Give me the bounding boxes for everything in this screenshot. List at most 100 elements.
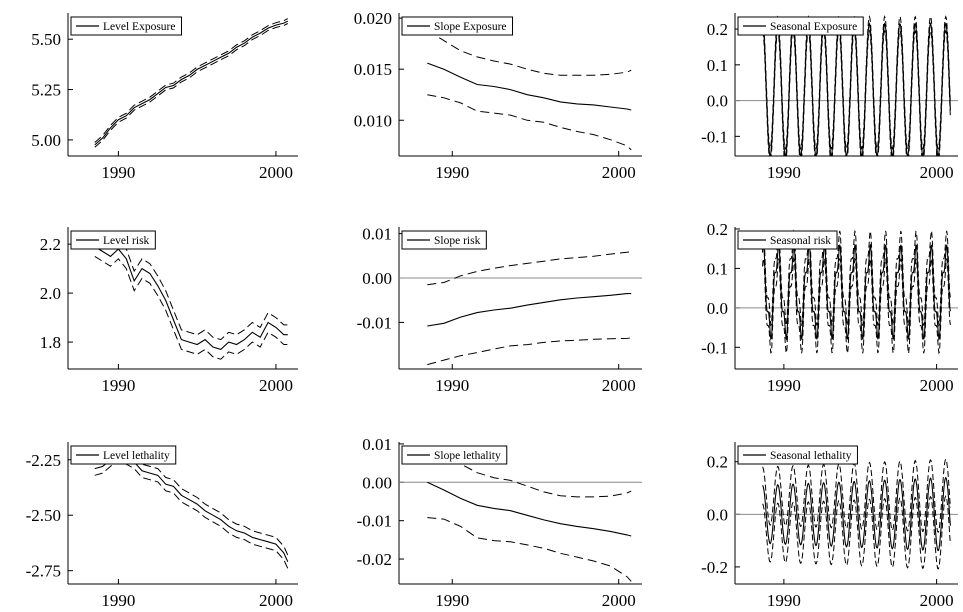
series-line	[427, 293, 632, 327]
legend: Seasonal lethality	[737, 445, 858, 465]
lower-band-line	[762, 256, 951, 355]
plot-area	[735, 15, 958, 156]
legend-label: Level lethality	[103, 450, 170, 462]
legend-box	[401, 16, 514, 36]
x-tick-label: 2000	[602, 163, 636, 182]
plot-area	[399, 250, 642, 366]
y-tick-label: 0.01	[362, 435, 392, 454]
legend-box	[401, 445, 508, 465]
upper-band-line	[427, 445, 632, 498]
lower-band-line	[94, 255, 288, 360]
plot-area	[427, 29, 632, 151]
x-tick-label: 2000	[920, 376, 954, 395]
x-tick-label: 2000	[259, 376, 293, 395]
x-tick-label: 1990	[101, 591, 135, 610]
y-tick-label: -0.01	[357, 512, 392, 531]
x-tick-label: 2000	[259, 163, 293, 182]
x-tick-label: 2000	[259, 591, 293, 610]
lower-band-line	[762, 495, 951, 570]
y-tick-label: 0.2	[707, 220, 728, 239]
y-tick-label: 0.0	[707, 92, 728, 111]
legend-box	[737, 230, 838, 250]
y-tick-label: 5.50	[31, 30, 61, 49]
plot-area	[399, 445, 642, 582]
y-tick-label: 0.2	[707, 453, 728, 472]
y-tick-label: -2.75	[26, 562, 61, 581]
series-line	[427, 481, 632, 537]
x-tick-label: 1990	[101, 376, 135, 395]
x-tick-label: 1990	[435, 163, 469, 182]
legend-box	[70, 445, 177, 465]
upper-band-line	[94, 236, 288, 341]
y-tick-label: -2.25	[26, 451, 61, 470]
upper-band-line	[762, 458, 951, 533]
legend: Seasonal Exposure	[737, 16, 864, 36]
panel-level-risk: 1.8 2.0 2.2 1990 2000 Level risk	[40, 227, 298, 395]
x-tick-label: 2000	[920, 163, 954, 182]
legend: Slope lethality	[401, 445, 508, 465]
x-tick-label: 2000	[920, 591, 954, 610]
x-tick-label: 2000	[602, 591, 636, 610]
legend: Seasonal risk	[737, 230, 838, 250]
upper-band-line	[762, 15, 951, 151]
plot-area	[94, 445, 289, 569]
legend-label: Level Exposure	[103, 21, 176, 33]
lower-band-line	[427, 337, 632, 366]
y-tick-label: 0.020	[354, 9, 392, 28]
panel-seasonal-risk: -0.1 0.0 0.1 0.2 1990 2000 Seasonal risk	[701, 220, 958, 395]
legend: Slope risk	[401, 230, 487, 250]
series-line	[427, 62, 632, 111]
panel-level-lethality: -2.75 -2.50 -2.25 1990 2000 Level lethality	[26, 442, 298, 610]
legend: Slope Exposure	[401, 16, 514, 36]
y-tick-label: 5.25	[31, 81, 61, 100]
legend: Level risk	[70, 230, 156, 250]
panel-slope-risk: -0.01 0.00 0.01 1990 2000 Slope risk	[357, 225, 642, 395]
legend-label: Level risk	[103, 235, 150, 247]
y-tick-label: -0.1	[701, 338, 728, 357]
y-tick-label: 0.01	[362, 225, 392, 244]
y-tick-label: 0.2	[707, 20, 728, 39]
x-tick-label: 1990	[101, 163, 135, 182]
panel-slope-lethality: -0.02 -0.01 0.00 0.01 1990 2000 Slope lethalit…	[357, 435, 642, 610]
y-tick-label: 0.1	[707, 259, 728, 278]
legend-box	[737, 445, 858, 465]
panel-seasonal-exposure: -0.1 0.0 0.1 0.2 1990 2000 Seasonal Exposure	[701, 13, 958, 182]
panel-seasonal-lethality: -0.2 0.0 0.2 1990 2000 Seasonal lethality	[701, 442, 958, 610]
lower-band-line	[427, 517, 632, 582]
y-tick-label: 0.015	[354, 60, 392, 79]
upper-band-line	[94, 18, 289, 143]
y-tick-label: 2.2	[40, 235, 61, 254]
series-line	[762, 476, 951, 552]
legend: Level lethality	[70, 445, 177, 465]
y-tick-label: 0.00	[362, 269, 392, 288]
series-line	[94, 20, 289, 146]
x-tick-label: 1990	[435, 376, 469, 395]
y-tick-label: 0.0	[707, 299, 728, 318]
y-tick-label: -0.02	[357, 550, 392, 569]
y-tick-label: -0.1	[701, 127, 728, 146]
y-tick-label: -0.01	[357, 313, 392, 332]
legend: Level Exposure	[70, 16, 182, 36]
lower-band-line	[94, 459, 289, 569]
plot-area	[735, 458, 958, 570]
y-tick-label: 0.00	[362, 473, 392, 492]
panel-level-exposure: 5.00 5.25 5.50 1990 2000 Level Exposure	[31, 13, 298, 182]
y-tick-label: 5.00	[31, 131, 61, 150]
y-tick-label: 0.0	[707, 505, 728, 524]
x-tick-label: 1990	[435, 591, 469, 610]
x-tick-label: 2000	[602, 376, 636, 395]
upper-band-line	[427, 29, 632, 76]
lower-band-line	[427, 94, 632, 151]
lower-band-line	[94, 23, 289, 148]
plot-area	[94, 18, 289, 148]
panel-slope-exposure: 0.010 0.015 0.020 1990 2000 Slope Exposure	[354, 9, 642, 182]
legend-label: Slope lethality	[434, 450, 501, 462]
legend-label: Seasonal risk	[770, 235, 831, 247]
x-tick-label: 1990	[767, 376, 801, 395]
y-tick-label: 2.0	[40, 284, 61, 303]
legend-box	[401, 230, 487, 250]
y-tick-label: -2.50	[26, 506, 61, 525]
upper-band-line	[427, 250, 632, 286]
legend-label: Slope risk	[434, 235, 481, 247]
